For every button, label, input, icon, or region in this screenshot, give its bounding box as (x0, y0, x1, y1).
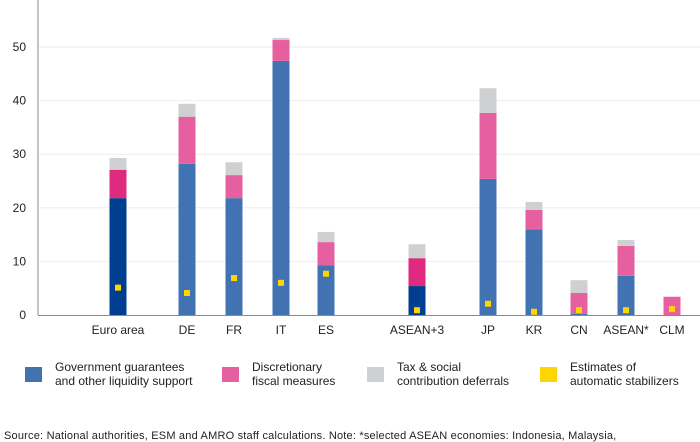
x-tick-label: Euro area (92, 323, 145, 337)
bar-segment-2 (178, 103, 196, 117)
legend-swatch-guarantees (25, 366, 42, 382)
stabilizer-marker (278, 279, 284, 286)
bar-segment-2 (272, 37, 290, 41)
stabilizer-markers (115, 270, 675, 315)
stabilizer-marker (669, 306, 675, 313)
bar-segment-0 (225, 198, 243, 315)
legend-label: Discretionary fiscal measures (252, 360, 336, 388)
y-tick-label: 40 (13, 94, 27, 108)
bar-segment-1 (317, 242, 335, 266)
y-tick-label: 10 (13, 254, 27, 268)
stabilizer-marker (576, 307, 582, 314)
bar-segment-0 (479, 178, 497, 315)
x-tick-label: CN (570, 323, 587, 337)
bar-segment-2 (109, 157, 127, 170)
bar-segment-1 (663, 296, 681, 315)
legend-label: Tax & social contribution deferrals (397, 360, 510, 388)
bar-segment-2 (317, 231, 335, 243)
bar-segment-0 (178, 163, 196, 315)
x-tick-label: ES (318, 323, 334, 337)
legend-swatch-stabilizers (540, 366, 557, 382)
bar-segment-0 (109, 198, 127, 315)
stabilizer-marker (115, 284, 121, 291)
bar-segment-2 (617, 239, 635, 246)
bars (109, 37, 681, 315)
bar-segment-1 (109, 169, 127, 199)
bar-segment-1 (272, 40, 290, 61)
legend-label: Estimates of automatic stabilizers (570, 360, 679, 388)
bar-segment-2 (525, 201, 543, 210)
x-tick-label: ASEAN+3 (390, 323, 445, 337)
stabilizer-marker (231, 275, 237, 282)
legend-swatch-discretionary (222, 366, 239, 382)
stabilizer-marker (531, 308, 537, 315)
legend-swatch-deferrals (367, 366, 384, 382)
bar-segment-1 (570, 293, 588, 314)
x-tick-label: DE (179, 323, 196, 337)
legend-item-deferrals: Tax & social contribution deferrals (367, 360, 509, 388)
stabilizer-marker (323, 270, 329, 277)
bar-segment-1 (408, 258, 426, 287)
bar-segment-0 (272, 60, 290, 315)
stabilizer-marker (623, 307, 629, 314)
y-tick-label: 50 (13, 40, 27, 54)
bar-segment-1 (225, 175, 243, 199)
legend: Government guarantees and other liquidit… (0, 360, 700, 400)
y-tick-label: 20 (13, 201, 27, 215)
legend-item-discretionary: Discretionary fiscal measures (222, 360, 335, 388)
x-tick-label: CLM (659, 323, 684, 337)
x-tick-labels: Euro area DE FR IT ES ASEAN+3 JP KR CN ASEAN* CLM (92, 323, 685, 337)
bar-segment-2 (570, 280, 588, 294)
stacked-bar-chart: 0 10 20 30 40 50 Euro area DE FR IT ES ASEAN+3 JP KR… (13, 0, 700, 337)
legend-item-guarantees: Government guarantees and other liquidit… (25, 360, 192, 388)
bar-segment-1 (479, 112, 497, 179)
bar-segment-0 (570, 313, 588, 315)
axes (37, 0, 700, 316)
stabilizer-marker (485, 300, 491, 307)
stabilizer-marker (414, 307, 420, 314)
bar-segment-0 (525, 229, 543, 315)
bar-segment-1 (178, 116, 196, 164)
bar-segment-1 (617, 245, 635, 276)
bar-segment-0 (408, 286, 426, 315)
legend-item-stabilizers: Estimates of automatic stabilizers (540, 360, 679, 388)
legend-label: Government guarantees and other liquidit… (55, 360, 193, 388)
grid-lines (38, 46, 700, 262)
source-note: Source: National authorities, ESM and AM… (4, 430, 617, 442)
bar-segment-2 (225, 162, 243, 176)
bar-segment-2 (479, 88, 497, 113)
y-tick-label: 0 (19, 308, 26, 322)
x-tick-label: IT (276, 323, 287, 337)
bar-segment-2 (408, 244, 426, 259)
x-tick-label: JP (481, 323, 495, 337)
y-tick-label: 30 (13, 147, 27, 161)
stabilizer-marker (184, 290, 190, 297)
x-tick-label: KR (526, 323, 543, 337)
bar-segment-1 (525, 209, 543, 230)
x-tick-label: FR (226, 323, 242, 337)
bar-segment-0 (317, 265, 335, 315)
y-tick-labels: 0 10 20 30 40 50 (13, 40, 27, 322)
x-tick-label: ASEAN* (603, 323, 649, 337)
bar-segment-0 (617, 275, 635, 315)
